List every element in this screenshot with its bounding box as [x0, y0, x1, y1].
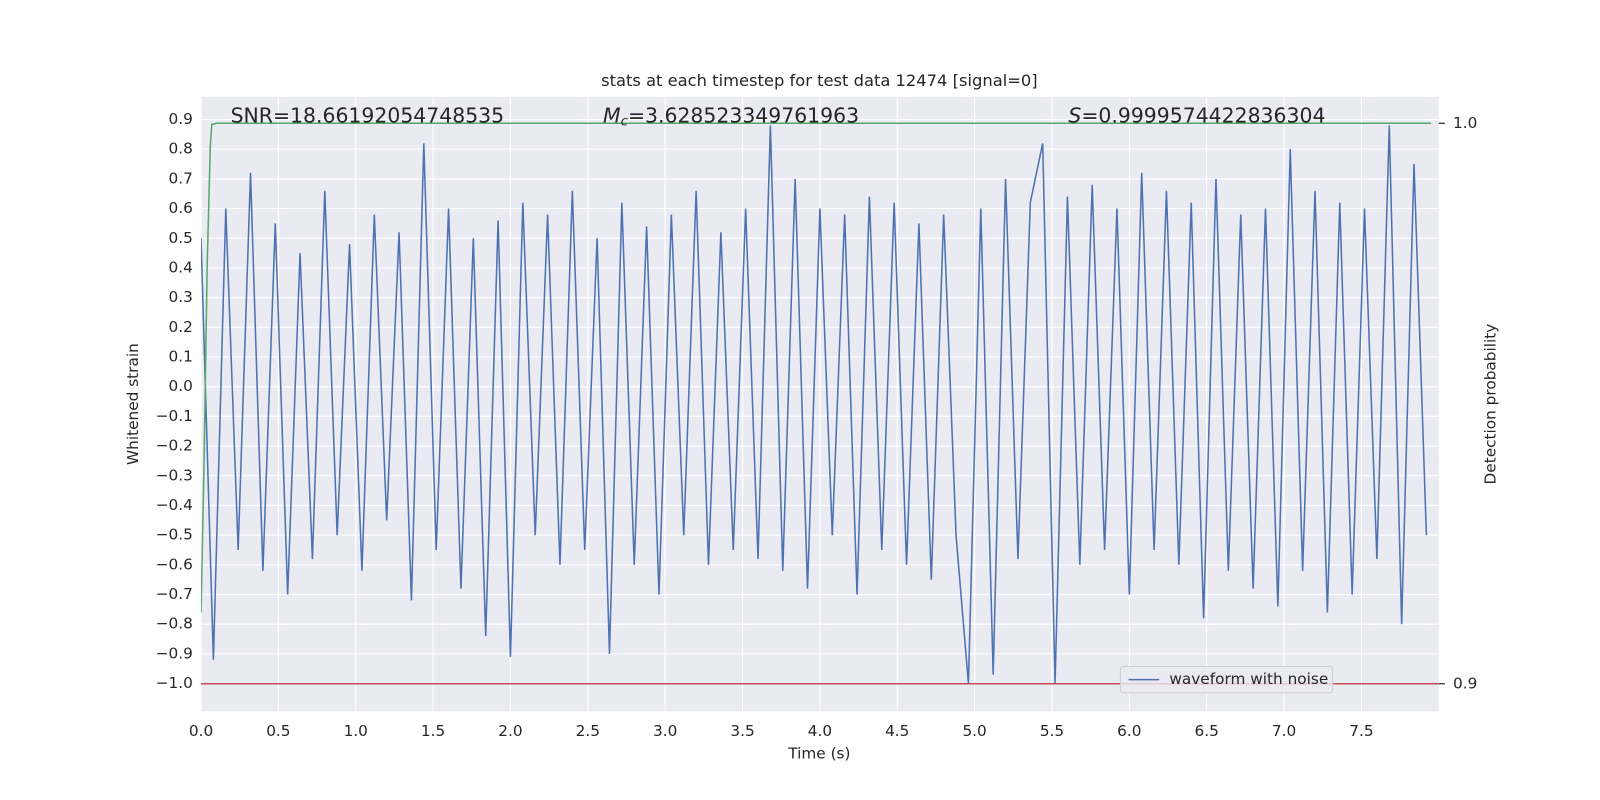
y-tick-label: −0.4: [156, 496, 193, 514]
y-tick-label: −0.2: [156, 437, 193, 455]
y-tick-label: 0.2: [169, 318, 193, 336]
y-tick-label: 0.6: [169, 199, 193, 217]
mc-annotation: Mc=3.628523349761963: [603, 103, 859, 129]
x-tick-label: 1.5: [421, 722, 445, 740]
y-tick-label: 0.9: [169, 110, 193, 128]
chart-title: stats at each timestep for test data 124…: [601, 71, 1038, 90]
x-tick-label: 5.5: [1040, 722, 1064, 740]
x-tick-label: 6.0: [1117, 722, 1141, 740]
x-tick-label: 4.5: [885, 722, 909, 740]
x-tick-label: 3.0: [653, 722, 677, 740]
y2-tick-label: 0.9: [1453, 674, 1477, 692]
y-tick-label: 0.0: [169, 377, 193, 395]
y-tick-label: −0.8: [156, 615, 193, 633]
x-tick-label: 3.5: [730, 722, 754, 740]
x-tick-label: 2.5: [576, 722, 600, 740]
mc-value: =3.628523349761963: [628, 103, 859, 127]
y-tick-label: 0.5: [169, 229, 193, 247]
y-tick-label: 0.7: [169, 169, 193, 187]
x-tick-label: 0.0: [189, 722, 213, 740]
y-tick-label: −0.5: [156, 526, 193, 544]
s-symbol: S: [1068, 103, 1081, 127]
probability-line: [201, 122, 1432, 613]
y-tick-label: 0.8: [169, 140, 193, 158]
x-tick-label: 7.5: [1349, 722, 1373, 740]
y-tick-label: −1.0: [156, 674, 193, 692]
x-tick-label: 6.5: [1195, 722, 1219, 740]
x-axis-label: Time (s): [787, 745, 850, 763]
mc-subscript: c: [621, 114, 629, 129]
y-tick-label: −0.1: [156, 407, 193, 425]
x-tick-label: 5.0: [962, 722, 986, 740]
y-tick-label: −0.3: [156, 466, 193, 484]
x-tick-label: 4.0: [808, 722, 832, 740]
x-tick-label: 0.5: [266, 722, 290, 740]
legend-box: [1119, 665, 1334, 694]
waveform-line: [201, 125, 1428, 684]
y-tick-label: 0.4: [169, 258, 193, 276]
s-annotation: S=0.9999574422836304: [1068, 103, 1325, 127]
y2-tick-label: 1.0: [1453, 114, 1477, 132]
snr-annotation: SNR=18.66192054748535: [231, 103, 505, 127]
y-tick-label: −0.6: [156, 555, 193, 573]
x-tick-label: 2.0: [498, 722, 522, 740]
y-tick-label: −0.7: [156, 585, 193, 603]
y2-axis-label: Detection probability: [1481, 324, 1499, 485]
y-tick-label: 0.1: [169, 348, 193, 366]
legend-label: waveform with noise: [1169, 670, 1328, 688]
s-value: =0.9999574422836304: [1081, 103, 1325, 127]
y-tick-label: −0.9: [156, 644, 193, 662]
y-axis-label: Whitened strain: [124, 343, 142, 465]
x-tick-label: 1.0: [344, 722, 368, 740]
y-tick-label: 0.3: [169, 288, 193, 306]
x-tick-label: 7.0: [1272, 722, 1296, 740]
mc-symbol: M: [603, 103, 621, 127]
